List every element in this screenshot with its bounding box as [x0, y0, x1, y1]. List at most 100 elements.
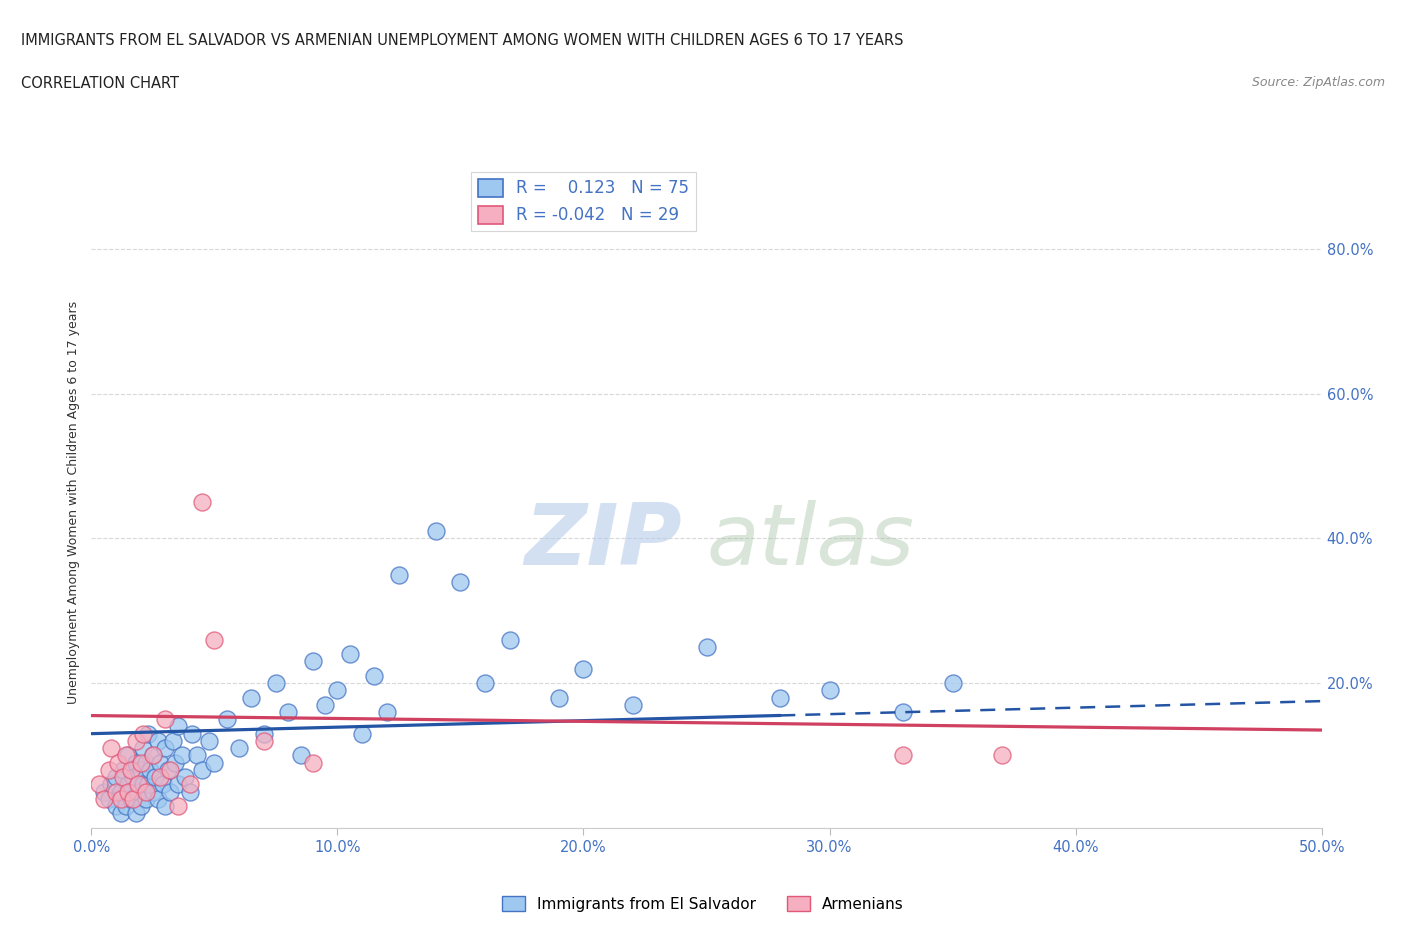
Point — [240, 690, 263, 705]
Point — [301, 654, 323, 669]
Point — [135, 791, 156, 806]
Point — [375, 705, 398, 720]
Point — [142, 748, 165, 763]
Point — [181, 726, 204, 741]
Point — [105, 784, 127, 799]
Point — [139, 763, 162, 777]
Point — [153, 799, 177, 814]
Y-axis label: Unemployment Among Women with Children Ages 6 to 17 years: Unemployment Among Women with Children A… — [66, 300, 80, 704]
Point — [100, 740, 122, 755]
Point — [228, 740, 250, 755]
Point — [172, 748, 194, 763]
Text: ZIP: ZIP — [524, 499, 682, 583]
Point — [153, 711, 177, 726]
Point — [621, 698, 644, 712]
Point — [107, 755, 129, 770]
Point — [891, 748, 914, 763]
Point — [149, 755, 172, 770]
Point — [135, 755, 156, 770]
Point — [105, 770, 127, 785]
Point — [474, 675, 496, 690]
Point — [117, 784, 139, 799]
Point — [87, 777, 110, 791]
Legend: R =    0.123   N = 75, R = -0.042   N = 29: R = 0.123 N = 75, R = -0.042 N = 29 — [471, 172, 696, 231]
Text: atlas: atlas — [706, 499, 914, 583]
Point — [136, 726, 159, 741]
Point — [124, 755, 146, 770]
Point — [301, 755, 323, 770]
Point — [339, 646, 361, 661]
Point — [290, 748, 312, 763]
Point — [179, 784, 201, 799]
Point — [112, 763, 135, 777]
Point — [120, 763, 142, 777]
Point — [264, 675, 287, 690]
Point — [277, 705, 299, 720]
Point — [117, 748, 139, 763]
Point — [132, 740, 155, 755]
Point — [93, 784, 115, 799]
Point — [162, 734, 184, 749]
Point — [153, 740, 177, 755]
Point — [179, 777, 201, 791]
Point — [132, 726, 155, 741]
Point — [941, 675, 963, 690]
Point — [129, 755, 152, 770]
Point — [124, 805, 146, 820]
Point — [117, 777, 139, 791]
Point — [198, 734, 221, 749]
Point — [159, 784, 181, 799]
Point — [174, 770, 197, 785]
Point — [166, 799, 188, 814]
Point — [142, 784, 165, 799]
Point — [97, 763, 120, 777]
Point — [253, 734, 276, 749]
Point — [132, 777, 155, 791]
Point — [146, 734, 169, 749]
Point — [449, 575, 471, 590]
Point — [120, 791, 142, 806]
Text: Source: ZipAtlas.com: Source: ZipAtlas.com — [1251, 76, 1385, 89]
Point — [202, 755, 225, 770]
Point — [202, 632, 225, 647]
Point — [112, 770, 135, 785]
Point — [163, 755, 186, 770]
Point — [990, 748, 1012, 763]
Point — [215, 711, 238, 726]
Point — [156, 763, 179, 777]
Point — [129, 799, 152, 814]
Point — [166, 719, 188, 734]
Point — [695, 640, 717, 655]
Point — [146, 791, 169, 806]
Point — [159, 763, 181, 777]
Point — [818, 683, 841, 698]
Point — [110, 791, 132, 806]
Text: CORRELATION CHART: CORRELATION CHART — [21, 76, 179, 91]
Point — [136, 777, 159, 791]
Point — [191, 763, 214, 777]
Point — [498, 632, 520, 647]
Point — [122, 770, 145, 785]
Point — [114, 799, 138, 814]
Point — [891, 705, 914, 720]
Point — [93, 791, 115, 806]
Point — [186, 748, 208, 763]
Point — [191, 495, 214, 510]
Point — [124, 734, 146, 749]
Point — [142, 748, 165, 763]
Point — [122, 791, 145, 806]
Point — [152, 777, 174, 791]
Legend: Immigrants from El Salvador, Armenians: Immigrants from El Salvador, Armenians — [496, 889, 910, 918]
Point — [166, 777, 188, 791]
Point — [129, 763, 152, 777]
Point — [572, 661, 595, 676]
Text: IMMIGRANTS FROM EL SALVADOR VS ARMENIAN UNEMPLOYMENT AMONG WOMEN WITH CHILDREN A: IMMIGRANTS FROM EL SALVADOR VS ARMENIAN … — [21, 33, 904, 47]
Point — [105, 799, 127, 814]
Point — [363, 669, 385, 684]
Point — [769, 690, 792, 705]
Point — [135, 784, 156, 799]
Point — [127, 784, 149, 799]
Point — [110, 805, 132, 820]
Point — [314, 698, 336, 712]
Point — [145, 770, 166, 785]
